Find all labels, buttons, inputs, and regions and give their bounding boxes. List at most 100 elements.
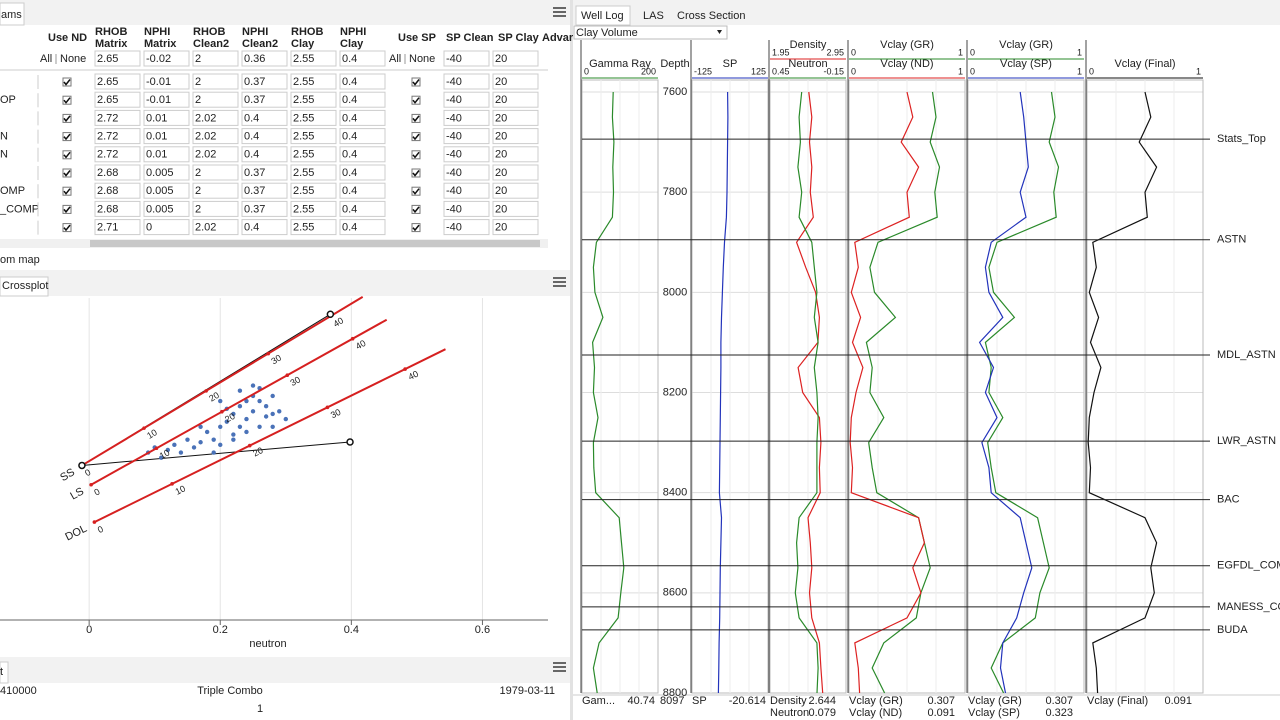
checkbox[interactable] <box>411 77 421 87</box>
input-box[interactable] <box>94 146 141 163</box>
input-box[interactable] <box>94 200 141 217</box>
checkmark[interactable] <box>412 133 420 141</box>
input-box[interactable] <box>339 164 386 181</box>
input-box[interactable] <box>94 73 141 90</box>
input-box[interactable] <box>94 219 141 236</box>
info-tab[interactable] <box>0 661 9 684</box>
checkbox[interactable] <box>411 113 421 123</box>
checkbox[interactable] <box>62 186 72 196</box>
input-box[interactable] <box>290 73 337 90</box>
checkmark[interactable] <box>63 206 71 214</box>
menu-icon[interactable] <box>553 7 566 17</box>
input-box[interactable] <box>143 91 190 108</box>
filter-none[interactable]: None <box>60 53 86 65</box>
input-box[interactable] <box>290 128 337 145</box>
checkmark[interactable] <box>63 188 71 195</box>
input-box[interactable] <box>290 164 337 181</box>
checkmark[interactable] <box>412 151 420 159</box>
checkmark[interactable] <box>63 133 71 141</box>
input-box[interactable] <box>241 182 288 199</box>
input-box[interactable] <box>339 109 386 126</box>
input-box[interactable] <box>443 109 490 126</box>
splitter[interactable] <box>570 0 573 720</box>
input-box[interactable] <box>290 146 337 163</box>
input-box[interactable] <box>192 128 239 145</box>
input-box[interactable] <box>241 146 288 163</box>
input-box[interactable] <box>94 128 141 145</box>
checkbox[interactable] <box>62 168 72 178</box>
checkbox[interactable] <box>411 132 421 142</box>
input-box[interactable] <box>241 164 288 181</box>
checkbox[interactable] <box>411 223 421 233</box>
input-box[interactable] <box>192 91 239 108</box>
input-box[interactable] <box>492 73 539 90</box>
checkbox[interactable] <box>411 186 421 196</box>
input-box[interactable] <box>339 182 386 199</box>
input-box[interactable] <box>443 50 490 67</box>
input-box[interactable] <box>241 109 288 126</box>
input-box[interactable] <box>192 109 239 126</box>
input-box[interactable] <box>492 219 539 236</box>
input-box[interactable] <box>143 73 190 90</box>
checkmark[interactable] <box>412 97 420 104</box>
checkbox[interactable] <box>62 95 72 105</box>
input-box[interactable] <box>241 50 288 67</box>
checkbox[interactable] <box>411 150 421 160</box>
checkbox[interactable] <box>411 168 421 178</box>
input-box[interactable] <box>492 128 539 145</box>
input-box[interactable] <box>492 164 539 181</box>
tab-label[interactable]: LAS <box>643 10 664 22</box>
input-box[interactable] <box>339 200 386 217</box>
tab-label[interactable]: t <box>0 666 3 678</box>
input-box[interactable] <box>241 200 288 217</box>
tab-label[interactable]: Crossplot <box>2 280 48 292</box>
input-box[interactable] <box>192 50 239 67</box>
input-box[interactable] <box>143 50 190 67</box>
checkmark[interactable] <box>63 151 71 159</box>
input-box[interactable] <box>443 182 490 199</box>
input-box[interactable] <box>192 146 239 163</box>
input-box[interactable] <box>94 182 141 199</box>
input-box[interactable] <box>339 219 386 236</box>
checkbox[interactable] <box>62 150 72 160</box>
input-box[interactable] <box>192 73 239 90</box>
checkmark[interactable] <box>63 97 71 104</box>
input-box[interactable] <box>143 146 190 163</box>
params-tab[interactable] <box>0 2 25 26</box>
input-box[interactable] <box>492 91 539 108</box>
input-box[interactable] <box>192 182 239 199</box>
input-box[interactable] <box>143 182 190 199</box>
input-box[interactable] <box>290 200 337 217</box>
filter-none[interactable]: None <box>409 53 435 65</box>
checkbox[interactable] <box>62 132 72 142</box>
input-box[interactable] <box>143 109 190 126</box>
selector-box[interactable] <box>573 25 728 40</box>
tab-label[interactable]: Cross Section <box>677 10 745 22</box>
checkmark[interactable] <box>63 224 71 232</box>
input-box[interactable] <box>241 73 288 90</box>
input-box[interactable] <box>241 219 288 236</box>
checkmark[interactable] <box>412 188 420 195</box>
input-box[interactable] <box>339 91 386 108</box>
crossplot-tab[interactable] <box>0 276 49 297</box>
input-box[interactable] <box>443 128 490 145</box>
checkmark[interactable] <box>412 115 420 123</box>
input-box[interactable] <box>192 164 239 181</box>
input-box[interactable] <box>192 200 239 217</box>
checkbox[interactable] <box>62 204 72 214</box>
tab-label[interactable]: Well Log <box>581 10 624 22</box>
selector-value[interactable]: Clay Volume <box>576 27 638 39</box>
input-box[interactable] <box>339 50 386 67</box>
input-box[interactable] <box>143 219 190 236</box>
input-box[interactable] <box>492 182 539 199</box>
checkbox[interactable] <box>62 223 72 233</box>
checkmark[interactable] <box>63 115 71 123</box>
checkbox[interactable] <box>62 77 72 87</box>
input-box[interactable] <box>290 50 337 67</box>
input-box[interactable] <box>143 200 190 217</box>
checkmark[interactable] <box>63 79 71 86</box>
menu-icon[interactable] <box>553 277 566 287</box>
input-box[interactable] <box>94 91 141 108</box>
input-box[interactable] <box>94 164 141 181</box>
filter-all[interactable]: All <box>40 53 52 65</box>
